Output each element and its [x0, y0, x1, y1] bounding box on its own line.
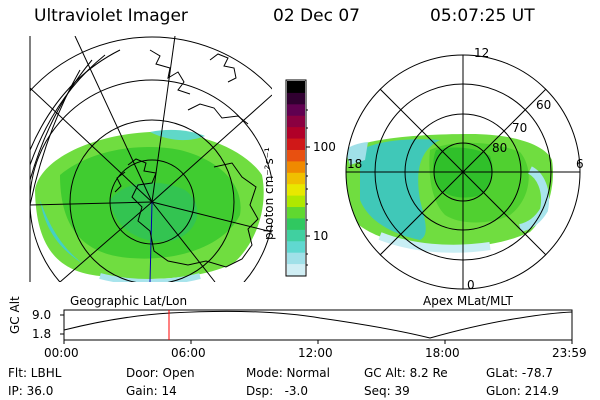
colorbar-band [287, 206, 305, 219]
colorbar [285, 79, 307, 277]
mlt-label-6: 6 [576, 157, 584, 171]
ip-info: IP: 36.0 [8, 384, 54, 398]
time-tick-3: 18:00 [425, 346, 460, 360]
time-label: 05:07:25 UT [430, 6, 535, 26]
altitude-ylabel: GC Alt [8, 296, 22, 334]
geographic-map [30, 36, 272, 282]
apex-polar-grid [345, 54, 581, 290]
time-tick-4: 23:59 [552, 346, 587, 360]
altitude-ytick-low: 1.8 [32, 327, 52, 341]
glon-info: GLon: 214.9 [486, 384, 559, 398]
dsp-info: Dsp: -3.0 [246, 384, 309, 398]
gc-alt-info: GC Alt: 8.2 Re [364, 366, 448, 380]
colorbar-tick-100: 100 [313, 140, 336, 154]
mlat-label-80: 80 [492, 141, 508, 155]
colorbar-band [287, 81, 305, 93]
colorbar-band [287, 217, 305, 230]
time-tick-0: 00:00 [44, 346, 79, 360]
instrument-title: Ultraviolet Imager [34, 6, 188, 26]
door-info: Door: Open [126, 366, 195, 380]
mlat-label-60: 60 [536, 98, 552, 112]
date-label: 02 Dec 07 [273, 6, 360, 26]
mlt-label-12: 12 [474, 46, 490, 60]
glat-info: GLat: -78.7 [486, 366, 553, 380]
altitude-curve [63, 310, 573, 339]
time-tick-2: 12:00 [298, 346, 333, 360]
apex-panel-label: Apex MLat/MLT [423, 294, 513, 308]
mlt-label-0: 0 [467, 278, 475, 292]
colorbar-band [287, 172, 305, 185]
apex-polar-plot [346, 134, 553, 253]
colorbar-band [287, 229, 305, 242]
mode-info: Mode: Normal [246, 366, 330, 380]
colorbar-axis-label: photon cm⁻²s⁻¹ [262, 147, 276, 240]
colorbar-band [287, 103, 305, 116]
colorbar-band [287, 195, 305, 208]
colorbar-band [287, 240, 305, 253]
mlt-label-18: 18 [347, 157, 363, 171]
colorbar-tick-10: 10 [313, 229, 329, 243]
colorbar-band [287, 138, 305, 150]
colorbar-band [287, 252, 305, 265]
mlat-label-70: 70 [512, 121, 528, 135]
filter-info: Flt: LBHL [8, 366, 62, 380]
altitude-strip [60, 309, 573, 344]
colorbar-band [287, 149, 305, 162]
geographic-panel-label: Geographic Lat/Lon [70, 294, 188, 308]
colorbar-band [287, 160, 305, 173]
colorbar-band [287, 126, 305, 139]
colorbar-band [287, 92, 305, 105]
time-tick-1: 06:00 [171, 346, 206, 360]
colorbar-band [287, 183, 305, 196]
colorbar-band [287, 263, 305, 276]
antarctica-coastline [127, 158, 259, 268]
altitude-ytick-high: 9.0 [32, 308, 52, 322]
seq-info: Seq: 39 [364, 384, 410, 398]
colorbar-band [287, 115, 305, 128]
gain-info: Gain: 14 [126, 384, 177, 398]
aurora-emission-left [35, 129, 264, 282]
